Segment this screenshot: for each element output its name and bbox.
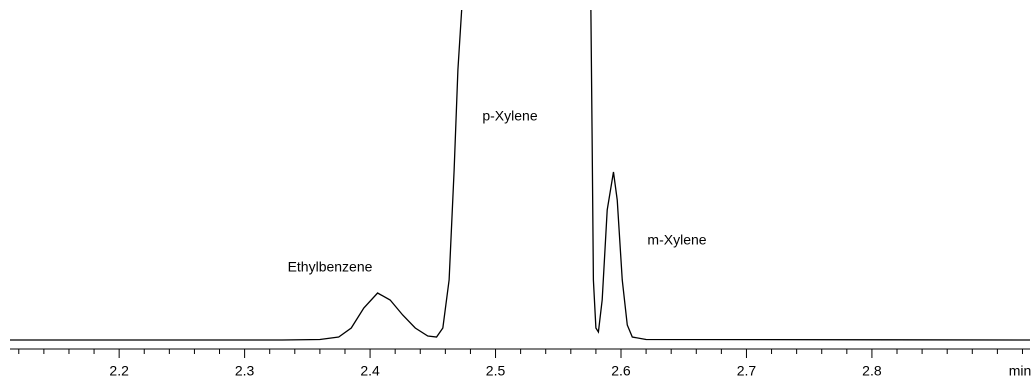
peak-label: p-Xylene (482, 108, 537, 124)
x-axis-label: min (1009, 363, 1032, 379)
x-tick-label: 2.8 (862, 363, 882, 379)
x-tick-label: 2.6 (611, 363, 631, 379)
trace (10, 9, 1031, 341)
x-tick-label: 2.7 (737, 363, 757, 379)
x-tick-label: 2.5 (486, 363, 506, 379)
x-tick-label: 2.3 (235, 363, 255, 379)
x-tick-label: 2.4 (360, 363, 380, 379)
peak-label: m-Xylene (647, 232, 706, 248)
x-tick-label: 2.2 (109, 363, 129, 379)
peak-label: Ethylbenzene (288, 259, 373, 275)
